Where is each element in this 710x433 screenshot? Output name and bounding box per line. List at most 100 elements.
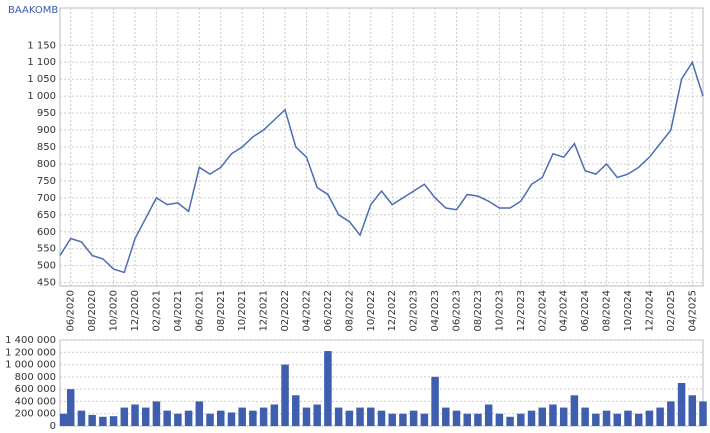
volume-bar [206, 413, 214, 426]
volume-bar [120, 407, 129, 426]
x-tick-label: 04/2021 [173, 290, 184, 332]
volume-bar [163, 410, 171, 426]
volume-bar [677, 383, 686, 426]
x-tick-label: 06/2022 [323, 290, 334, 332]
volume-bar [484, 404, 493, 426]
volume-bar [452, 410, 461, 426]
y-tick-label: 200 000 [15, 409, 56, 420]
volume-bar [88, 414, 96, 426]
x-tick-label: 06/2023 [452, 290, 463, 332]
volume-bar [420, 413, 429, 426]
volume-bar [174, 413, 182, 426]
x-tick-label: 04/2024 [559, 290, 570, 332]
volume-bar [645, 410, 654, 426]
volume-bar [431, 376, 439, 426]
x-tick-label: 10/2023 [494, 290, 505, 332]
y-tick-label: 1 050 [27, 74, 56, 85]
volume-bar [270, 404, 279, 426]
volume-bar [216, 410, 225, 426]
y-tick-label: 1 100 [27, 57, 56, 68]
volume-bar [474, 413, 482, 426]
volume-bar [667, 401, 675, 426]
volume-bar [634, 413, 643, 426]
x-tick-label: 02/2023 [409, 290, 420, 332]
y-tick-label: 750 [37, 176, 56, 187]
y-tick-label: 1 150 [27, 40, 56, 51]
y-tick-label: 850 [37, 142, 56, 153]
volume-bar [699, 401, 707, 426]
x-tick-label: 08/2020 [87, 290, 98, 332]
volume-bar [613, 413, 622, 426]
x-tick-label: 08/2024 [602, 290, 613, 332]
volume-bar [538, 407, 547, 426]
volume-bar [409, 410, 418, 426]
volume-bar [259, 407, 268, 426]
volume-bar [656, 407, 664, 426]
x-tick-label: 12/2023 [516, 290, 527, 332]
x-tick-label: 04/2022 [301, 290, 312, 332]
y-tick-label: 1 400 000 [5, 335, 56, 346]
volume-bar [688, 395, 697, 426]
volume-bar [602, 410, 611, 426]
x-tick-label: 02/2024 [537, 290, 548, 332]
volume-bar [549, 404, 557, 426]
volume-bar [141, 407, 150, 426]
volume-bar [624, 410, 632, 426]
volume-bar [77, 410, 86, 426]
y-tick-label: 650 [37, 210, 56, 221]
volume-bar [66, 389, 75, 426]
volume-bar [463, 413, 471, 426]
x-tick-label: 02/2021 [151, 290, 162, 332]
volume-bar [334, 407, 343, 426]
volume-bar [238, 407, 246, 426]
volume-bar [506, 416, 514, 426]
x-tick-label: 02/2025 [666, 290, 677, 332]
volume-bar [131, 404, 139, 426]
x-tick-label: 10/2022 [366, 290, 377, 332]
x-tick-label: 08/2022 [344, 290, 355, 332]
volume-bar [356, 407, 364, 426]
volume-bar [324, 351, 332, 426]
volume-bar [495, 413, 504, 426]
volume-bar [527, 410, 536, 426]
volume-bar [249, 410, 257, 426]
y-tick-label: 800 [37, 159, 56, 170]
x-tick-label: 12/2021 [259, 290, 270, 332]
x-tick-label: 10/2021 [237, 290, 248, 332]
price-line [59, 60, 704, 274]
x-tick-label: 10/2024 [623, 290, 634, 332]
y-tick-label: 900 [37, 125, 56, 136]
volume-bar [399, 413, 407, 426]
volume-bar [99, 416, 107, 426]
volume-bar [195, 401, 204, 426]
x-tick-label: 02/2022 [280, 290, 291, 332]
x-tick-label: 04/2023 [430, 290, 441, 332]
volume-bar [302, 407, 311, 426]
x-tick-label: 10/2020 [109, 290, 120, 332]
x-tick-label: 06/2021 [194, 290, 205, 332]
x-tick-label: 06/2024 [580, 290, 591, 332]
x-tick-label: 08/2021 [216, 290, 227, 332]
volume-bar [152, 401, 161, 426]
volume-bar [60, 413, 68, 426]
volume-bar [570, 395, 579, 426]
volume-bar [184, 410, 193, 426]
y-tick-label: 600 [37, 227, 56, 238]
x-tick-label: 04/2025 [687, 290, 698, 332]
x-tick-label: 12/2020 [130, 290, 141, 332]
volume-bar [581, 407, 589, 426]
volume-bar [292, 395, 300, 426]
volume-bar [592, 413, 600, 426]
volume-bar [345, 410, 354, 426]
x-tick-label: 08/2023 [473, 290, 484, 332]
y-tick-label: 1 000 000 [5, 360, 56, 371]
y-tick-label: 950 [37, 108, 56, 119]
y-tick-label: 500 [37, 261, 56, 272]
y-tick-label: 1 000 [27, 91, 56, 102]
volume-bar [442, 407, 450, 426]
chart-title: BAAKOMB [8, 5, 58, 16]
y-tick-label: 600 000 [15, 384, 56, 395]
volume-bar [559, 407, 568, 426]
volume-bar [377, 410, 386, 426]
x-tick-label: 12/2022 [387, 290, 398, 332]
